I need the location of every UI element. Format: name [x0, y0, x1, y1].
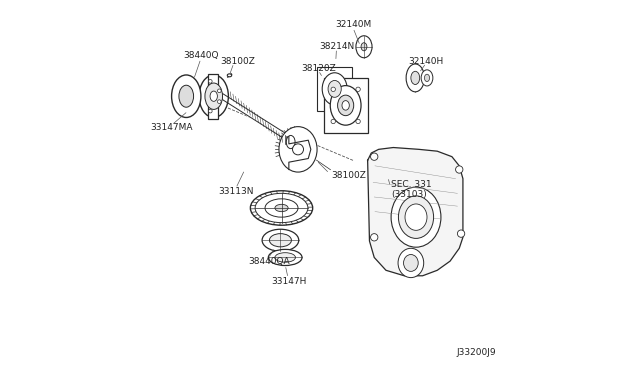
Ellipse shape: [337, 95, 354, 116]
Circle shape: [456, 166, 463, 173]
Ellipse shape: [361, 43, 367, 51]
Bar: [208, 74, 218, 119]
Ellipse shape: [399, 196, 433, 238]
Ellipse shape: [265, 199, 298, 217]
Ellipse shape: [279, 126, 317, 172]
Ellipse shape: [411, 71, 420, 84]
Text: 33147H: 33147H: [271, 277, 307, 286]
Text: 33113N: 33113N: [218, 187, 253, 196]
Text: 32140M: 32140M: [335, 20, 371, 29]
Text: 38120Z: 38120Z: [301, 64, 335, 73]
Ellipse shape: [356, 36, 372, 58]
Polygon shape: [218, 91, 291, 143]
Text: J33200J9: J33200J9: [456, 348, 496, 357]
Text: 38440Q: 38440Q: [183, 51, 219, 60]
Ellipse shape: [404, 254, 418, 272]
FancyBboxPatch shape: [324, 78, 367, 133]
Circle shape: [331, 87, 335, 92]
Text: SEC. 331
(33103): SEC. 331 (33103): [392, 180, 432, 199]
Ellipse shape: [172, 75, 201, 118]
Polygon shape: [367, 148, 463, 276]
Ellipse shape: [275, 204, 288, 212]
Circle shape: [218, 89, 221, 93]
Circle shape: [371, 153, 378, 160]
Ellipse shape: [421, 70, 433, 86]
Circle shape: [371, 234, 378, 241]
Ellipse shape: [255, 193, 308, 223]
Ellipse shape: [342, 100, 349, 110]
Ellipse shape: [250, 191, 313, 225]
Ellipse shape: [406, 64, 424, 92]
Ellipse shape: [268, 249, 302, 266]
Text: 38100Z: 38100Z: [331, 170, 366, 180]
Circle shape: [458, 230, 465, 237]
Circle shape: [331, 119, 335, 124]
Text: 33147MA: 33147MA: [150, 123, 193, 132]
Circle shape: [356, 87, 360, 92]
Circle shape: [356, 119, 360, 124]
Ellipse shape: [391, 187, 441, 247]
Circle shape: [209, 80, 212, 83]
Text: 38100Z: 38100Z: [220, 57, 255, 66]
Ellipse shape: [269, 234, 291, 247]
Ellipse shape: [286, 135, 295, 149]
Text: 38214N: 38214N: [319, 42, 354, 51]
FancyBboxPatch shape: [317, 67, 352, 111]
Polygon shape: [289, 137, 311, 170]
Text: 32140H: 32140H: [409, 57, 444, 66]
Ellipse shape: [275, 253, 296, 262]
Ellipse shape: [292, 144, 303, 155]
Ellipse shape: [405, 204, 427, 230]
Ellipse shape: [322, 73, 347, 105]
Ellipse shape: [262, 229, 299, 251]
Ellipse shape: [424, 74, 429, 81]
Ellipse shape: [227, 74, 232, 77]
Circle shape: [209, 109, 212, 113]
Ellipse shape: [210, 91, 218, 101]
Circle shape: [218, 100, 221, 103]
Ellipse shape: [330, 86, 361, 125]
Ellipse shape: [398, 248, 424, 278]
Ellipse shape: [199, 75, 228, 118]
Ellipse shape: [328, 80, 341, 97]
Ellipse shape: [179, 85, 193, 107]
Ellipse shape: [205, 83, 223, 109]
Text: 38440QA: 38440QA: [248, 257, 289, 266]
